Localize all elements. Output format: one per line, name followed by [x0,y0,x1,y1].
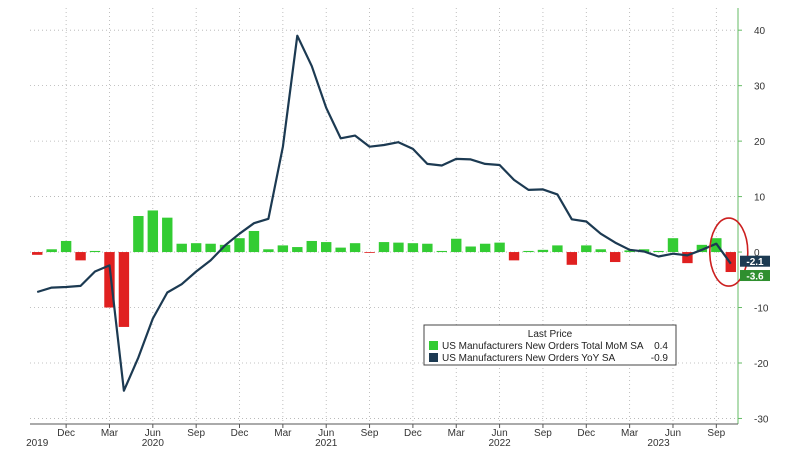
y-tick-label-0: -30 [754,414,769,425]
bar-2023-07 [682,252,693,264]
last-value-text-0: -2.1 [746,257,764,268]
x-tick-label-5: Mar [274,428,292,439]
bar-2023-02 [609,252,621,263]
x-tick-label-14: Jun [665,428,681,439]
bar-2023-05 [653,250,664,253]
bar-2020-05 [133,216,144,253]
y-tick-label-2: -10 [754,304,769,315]
x-axis: Dec Mar Jun Sep Dec Mar Jun Sep Dec Mar Jun Sep Dec M… [26,423,738,449]
bar-2021-03 [277,245,289,253]
last-value-text-1: -3.6 [746,272,764,283]
legend-value-yoy: -0.9 [651,353,669,364]
legend-box [423,324,677,366]
bar-2023-03 [624,250,635,253]
x-tick-label-11: Sep [534,428,552,439]
y-axis: -30 -20 -10 0 10 20 30 40 [737,8,769,425]
bar-2020-12 [234,238,245,253]
x-tick-label-12: Dec [577,428,595,439]
x-tick-label-6: Jun [318,428,334,439]
legend-title: Last Price [528,329,573,340]
bar-2021-10 [378,242,390,253]
bar-2022-10 [552,245,563,253]
y-tick-label-4: 10 [754,193,766,204]
bar-2020-08 [176,243,187,253]
x-tick-label-0: Dec [57,428,75,439]
bar-2021-05 [306,240,317,253]
bar-2019-11 [46,249,57,253]
x-year-label-1: 2020 [142,438,165,449]
yoy-line-series [36,34,732,392]
x-year-label-4: 2023 [647,438,670,449]
bar-2020-04 [118,252,130,327]
x-tick-label-3: Sep [187,428,205,439]
last-value-labels: -2.1 -3.6 [740,255,770,283]
y-tick-label-7: 40 [754,26,766,37]
bar-2021-07 [335,247,346,253]
bar-2022-01 [422,243,433,253]
bar-2023-06 [667,238,679,253]
legend-value-mom: 0.4 [654,341,668,352]
legend-label-yoy: US Manufacturers New Orders YoY SA [442,353,616,364]
x-tick-label-9: Mar [448,428,466,439]
bar-2020-01 [75,252,86,261]
x-year-label-0: 2019 [26,438,49,449]
bar-2021-02 [263,249,274,253]
bar-series [32,210,736,327]
bar-2020-07 [162,217,173,253]
bar-2020-09 [190,243,202,253]
highlight-ellipse [708,217,749,287]
bar-2020-06 [147,210,159,253]
bar-2021-08 [349,243,361,253]
bar-2021-06 [321,242,332,253]
bar-2021-12 [407,243,419,253]
bar-2020-03 [104,252,115,308]
bar-2022-02 [436,250,447,253]
bar-2021-09 [364,252,375,253]
bar-2022-07 [508,252,520,261]
x-tick-label-4: Dec [231,428,249,439]
x-tick-label-7: Sep [361,428,379,439]
highlight-ellipse-shape [708,217,749,287]
bar-2021-01 [248,230,260,253]
y-tick-label-1: -20 [754,359,769,370]
bar-2023-01 [595,249,606,253]
bar-2020-10 [205,243,216,253]
x-tick-label-2: Jun [145,428,161,439]
bar-2022-08 [523,250,534,253]
x-year-label-2: 2021 [315,438,338,449]
y-tick-label-3: 0 [754,248,760,259]
x-tick-label-10: Jun [492,428,508,439]
bar-2021-04 [292,247,303,253]
last-value-tag-0 [740,255,770,267]
bar-2022-11 [566,252,578,265]
bar-2019-10 [32,252,43,255]
bar-2022-06 [494,242,505,253]
y-tick-label-6: 30 [754,82,766,93]
bar-2022-05 [479,243,491,253]
legend-swatch-yoy [429,353,438,362]
legend: Last Price US Manufacturers New Orders T… [423,324,677,366]
x-year-label-3: 2022 [488,438,511,449]
legend-swatch-mom [429,341,438,350]
x-tick-label-8: Dec [404,428,422,439]
x-tick-label-13: Mar [621,428,639,439]
bar-2022-09 [537,249,549,253]
x-tick-label-15: Sep [707,428,725,439]
x-tick-label-1: Mar [101,428,119,439]
y-tick-label-5: 20 [754,137,766,148]
bar-2022-12 [581,245,592,253]
bar-2020-02 [89,250,101,253]
bar-2019-12 [60,240,72,253]
bar-2021-11 [393,242,404,253]
legend-label-mom: US Manufacturers New Orders Total MoM SA [442,341,644,352]
bar-2023-08 [696,244,708,253]
bar-2022-04 [465,246,476,253]
bar-2022-03 [451,238,462,253]
bar-2020-11 [219,244,231,253]
last-value-tag-1 [740,270,770,282]
